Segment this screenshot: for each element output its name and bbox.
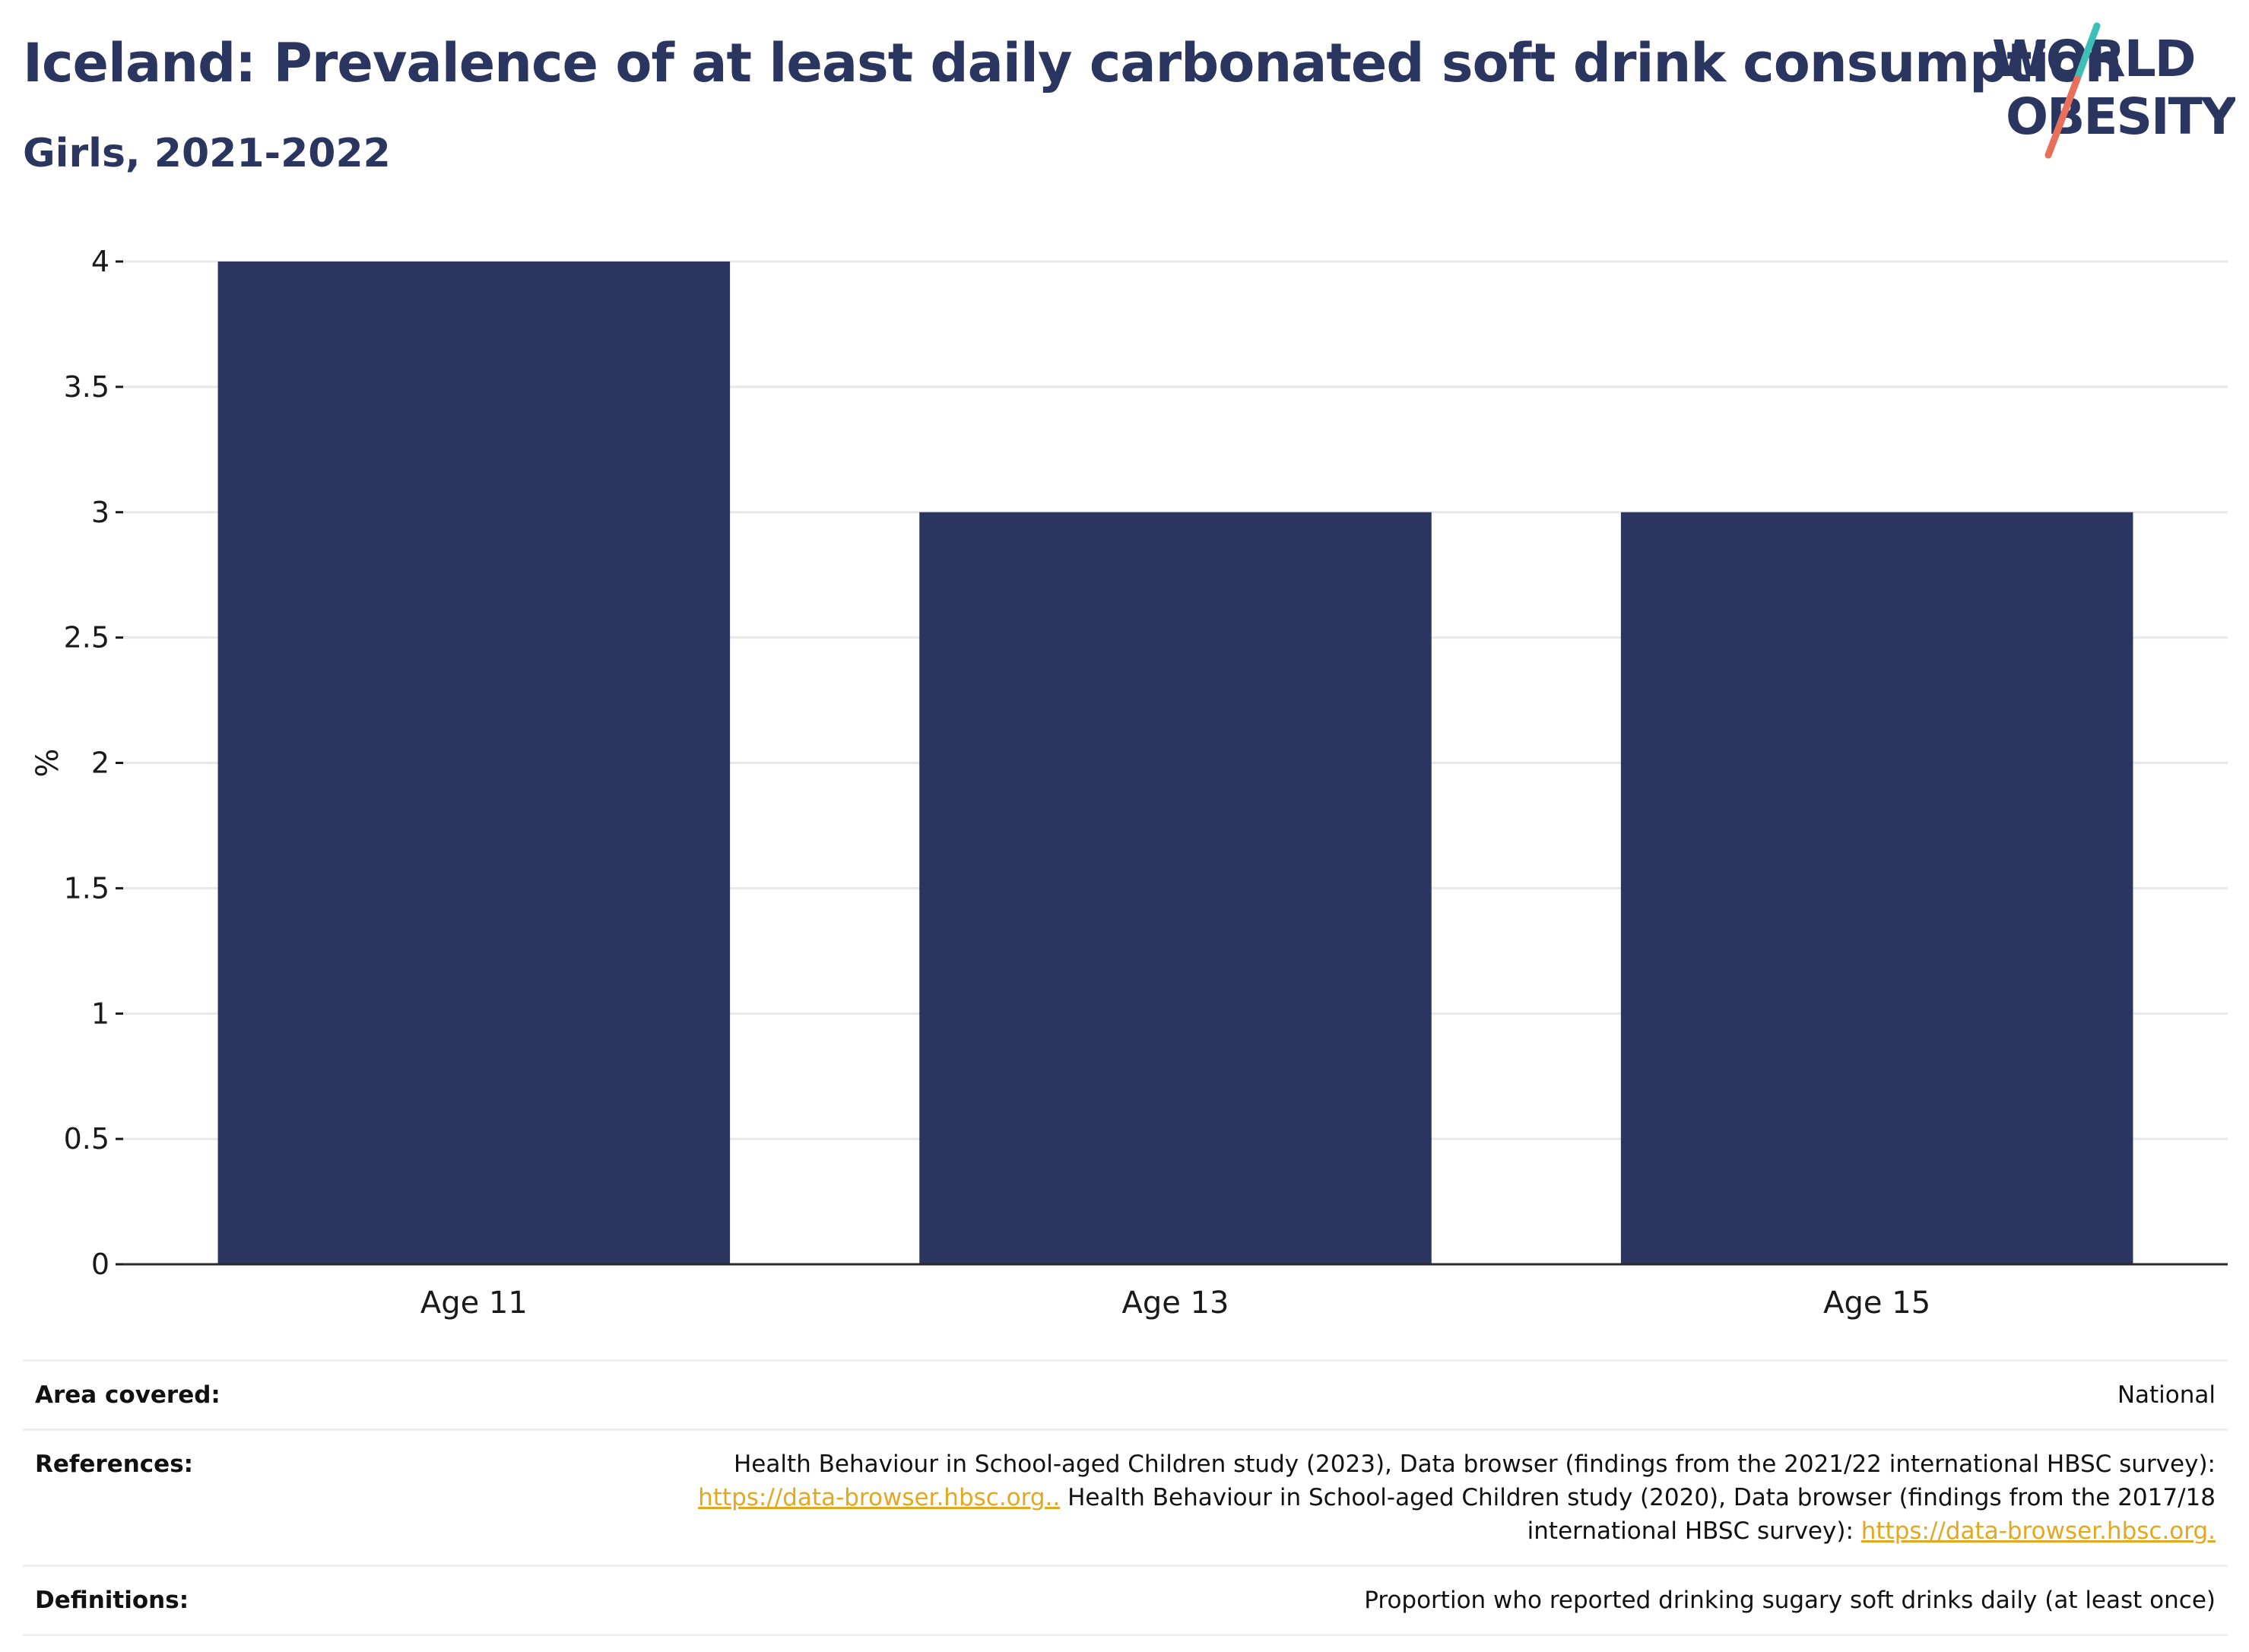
references-text-2: Health Behaviour in School-aged Children… [1060, 1484, 2216, 1511]
logo-teal-slash [2073, 22, 2101, 83]
y-tick-label: 1.5 [64, 871, 109, 905]
references-link-2[interactable]: https://data-browser.hbsc.org. [1860, 1517, 2216, 1545]
x-category-label: Age 15 [1823, 1286, 1930, 1321]
references-text-1: Health Behaviour in School-aged Children… [734, 1451, 2216, 1478]
references-link-1[interactable]: https://data-browser.hbsc.org.. [698, 1484, 1061, 1511]
y-tick-label: 0.5 [64, 1122, 109, 1156]
references-value: Health Behaviour in School-aged Children… [351, 1428, 2228, 1566]
chart-subtitle: Girls, 2021-2022 [23, 131, 391, 176]
world-obesity-logo: WORLD OBESITY [1992, 22, 2235, 159]
axes: 0 0.5 1 1.5 2 2.5 3 3.5 4 Age 11 Age 13 Age 15 [64, 245, 2228, 1321]
chart-title: Iceland: Prevalence of at least daily ca… [23, 32, 2123, 94]
y-tick-label: 1 [91, 997, 109, 1030]
definitions-label: Definitions: [23, 1565, 351, 1636]
meta-row-references: References: Health Behaviour in School-a… [23, 1428, 2228, 1566]
bar-age-11[interactable] [217, 262, 731, 1264]
definitions-value: Proportion who reported drinking sugary … [351, 1565, 2228, 1636]
metadata-table: Area covered: National References: Healt… [23, 1359, 2228, 1636]
y-axis-title: % [30, 748, 65, 777]
references-text-3: international HBSC survey): [1527, 1517, 1861, 1545]
meta-row-area: Area covered: National [23, 1359, 2228, 1430]
meta-row-definitions: Definitions: Proportion who reported dri… [23, 1565, 2228, 1636]
y-tick-label: 0 [91, 1248, 109, 1281]
y-tick-label: 4 [91, 245, 109, 278]
y-tick-label: 2 [91, 747, 109, 780]
logo-line2: OBESITY [2006, 87, 2235, 146]
x-category-label: Age 13 [1122, 1286, 1229, 1321]
bars [217, 262, 2133, 1264]
x-category-label: Age 11 [420, 1286, 528, 1321]
area-label: Area covered: [23, 1359, 351, 1430]
area-value: National [351, 1359, 2228, 1430]
y-tick-label: 2.5 [64, 621, 109, 655]
logo-coral-slash [2044, 75, 2081, 159]
bar-chart: 0 0.5 1 1.5 2 2.5 3 3.5 4 Age 11 Age 13 Age 15 % [30, 245, 2228, 1321]
bar-age-15[interactable] [1620, 512, 2133, 1264]
y-tick-label: 3.5 [64, 370, 109, 404]
bar-age-13[interactable] [919, 512, 1432, 1264]
references-label: References: [23, 1428, 351, 1566]
y-tick-label: 3 [91, 496, 109, 529]
